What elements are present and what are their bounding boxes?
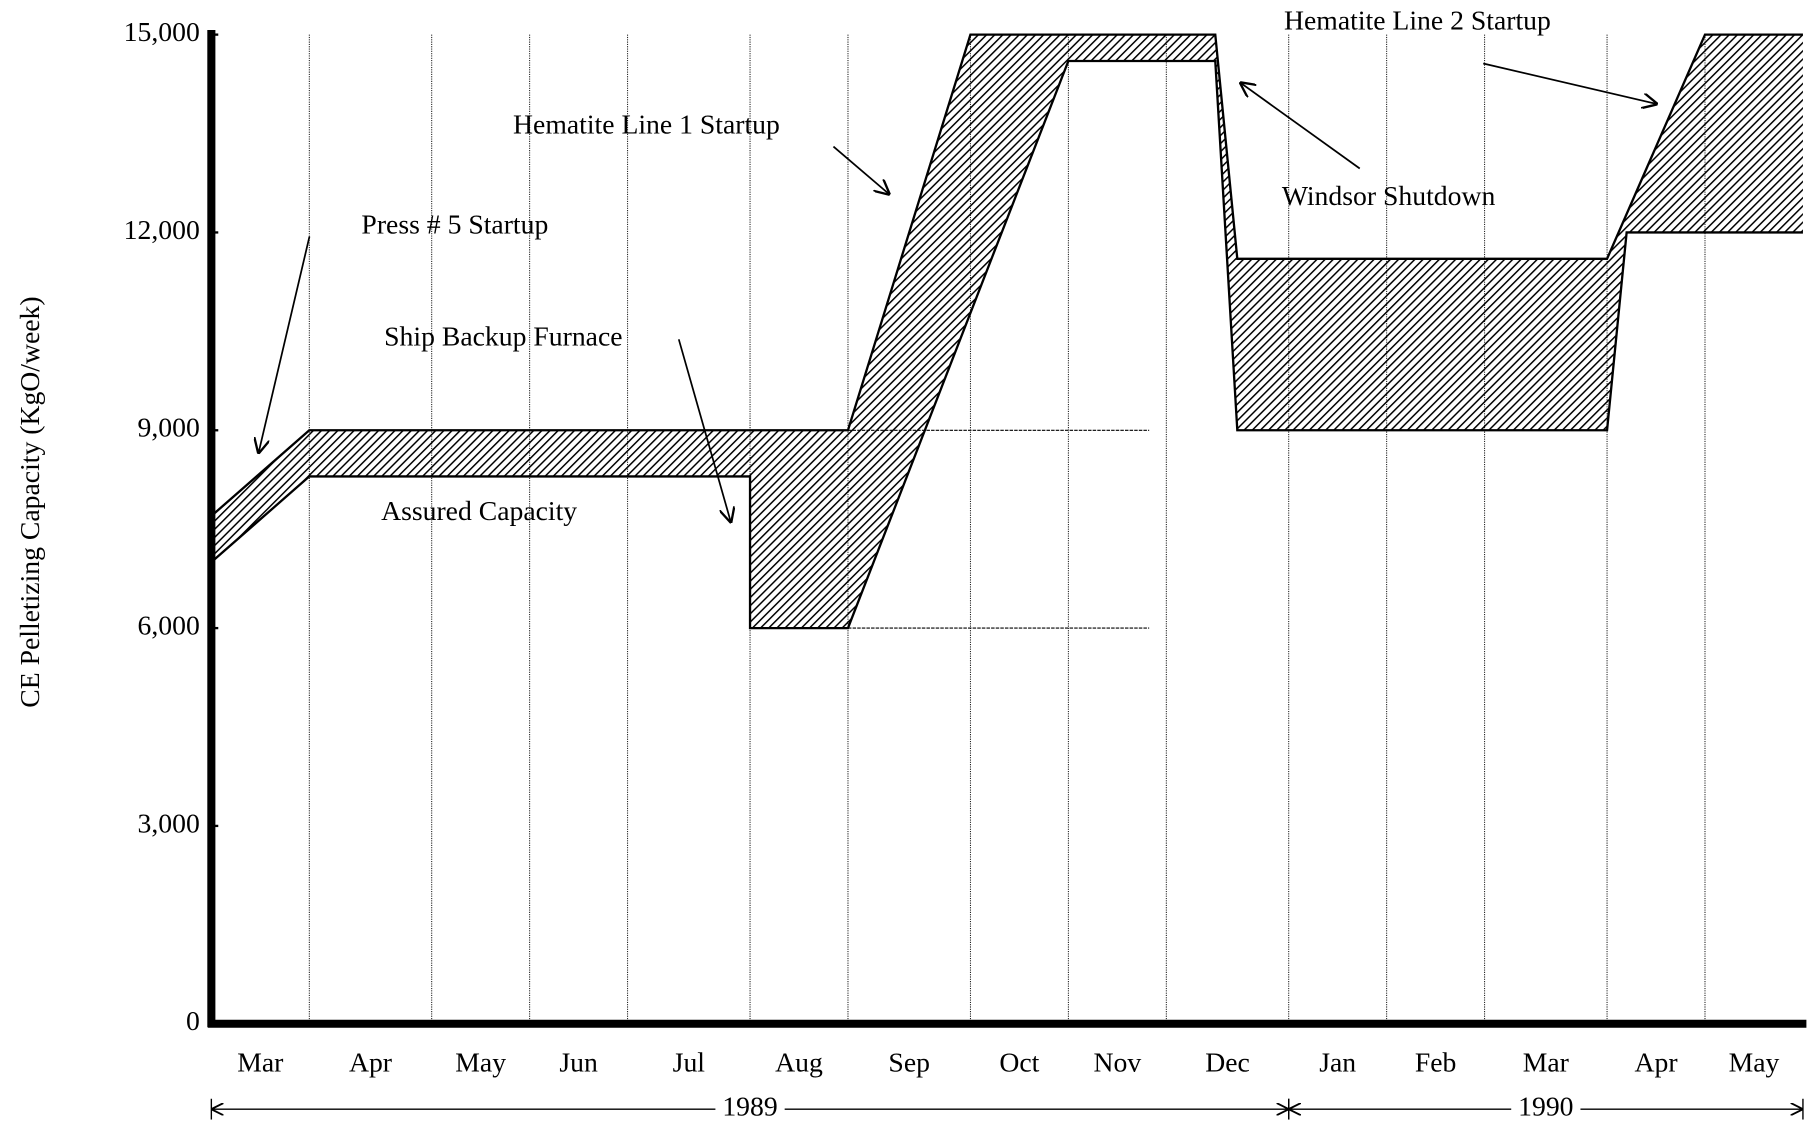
x-tick-label: Oct xyxy=(999,1047,1039,1078)
annotation-arrow xyxy=(1483,62,1656,103)
y-axis-label: CE Pelletizing Capacity (KgO/week) xyxy=(14,296,45,707)
x-tick-label: Aug xyxy=(775,1047,823,1078)
annotation: Ship Backup Furnace xyxy=(384,321,622,352)
x-tick-label: Apr xyxy=(349,1047,392,1078)
x-tick-label: Jul xyxy=(673,1047,706,1078)
y-tick-label: 0 xyxy=(186,1005,200,1036)
y-tick-label: 6,000 xyxy=(138,609,200,640)
x-tick-label: Sep xyxy=(888,1047,930,1078)
x-tick-label: Mar xyxy=(237,1047,283,1078)
x-tick-label: Feb xyxy=(1415,1047,1457,1078)
annotation: Hematite Line 1 Startup xyxy=(513,108,780,139)
annotation-arrow xyxy=(259,236,311,453)
y-tick-label: 15,000 xyxy=(124,16,200,47)
x-tick-label: Nov xyxy=(1093,1047,1141,1078)
period-label: 1990 xyxy=(1518,1091,1573,1122)
annotation: Windsor Shutdown xyxy=(1282,180,1496,211)
x-tick-label: Apr xyxy=(1634,1047,1677,1078)
annotation: Assured Capacity xyxy=(381,495,577,526)
y-tick-label: 9,000 xyxy=(138,412,200,443)
x-tick-label: Dec xyxy=(1205,1047,1250,1078)
annotation: Hematite Line 2 Startup xyxy=(1284,4,1551,35)
x-tick-label: Jun xyxy=(559,1047,598,1078)
x-tick-label: May xyxy=(1729,1047,1780,1078)
annotation: Press # 5 Startup xyxy=(361,209,548,240)
x-tick-label: Mar xyxy=(1523,1047,1569,1078)
annotation-arrow xyxy=(1241,83,1361,170)
x-tick-label: Jan xyxy=(1319,1047,1356,1078)
y-tick-label: 12,000 xyxy=(124,214,200,245)
period-label-bg xyxy=(717,1094,783,1123)
x-tick-label: May xyxy=(455,1047,506,1078)
capacity-line xyxy=(210,33,1803,517)
period-label-bg xyxy=(1513,1094,1579,1123)
annotation-arrow xyxy=(677,339,731,521)
capacity-band xyxy=(211,34,1803,629)
annotation-arrow xyxy=(832,145,888,194)
capacity-line xyxy=(210,59,1803,630)
period-label: 1989 xyxy=(722,1091,777,1122)
y-tick-label: 3,000 xyxy=(138,807,200,838)
